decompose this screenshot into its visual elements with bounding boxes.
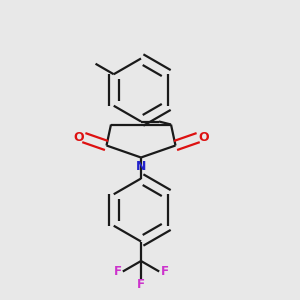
Text: N: N (136, 160, 146, 173)
Text: O: O (73, 131, 84, 144)
Text: O: O (198, 131, 209, 144)
Text: F: F (160, 265, 169, 278)
Text: F: F (137, 278, 145, 291)
Text: F: F (113, 265, 122, 278)
